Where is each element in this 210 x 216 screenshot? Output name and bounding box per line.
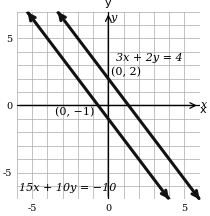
X-axis label: x: x	[200, 105, 207, 116]
Text: 3x + 2y = 4: 3x + 2y = 4	[116, 53, 182, 63]
Text: (0, 2): (0, 2)	[111, 67, 141, 77]
Y-axis label: y: y	[105, 0, 112, 8]
Text: y: y	[111, 13, 117, 23]
Text: 15x + 10y = −10: 15x + 10y = −10	[18, 183, 116, 193]
Text: x: x	[201, 100, 207, 110]
Text: (0, −1): (0, −1)	[55, 106, 94, 117]
